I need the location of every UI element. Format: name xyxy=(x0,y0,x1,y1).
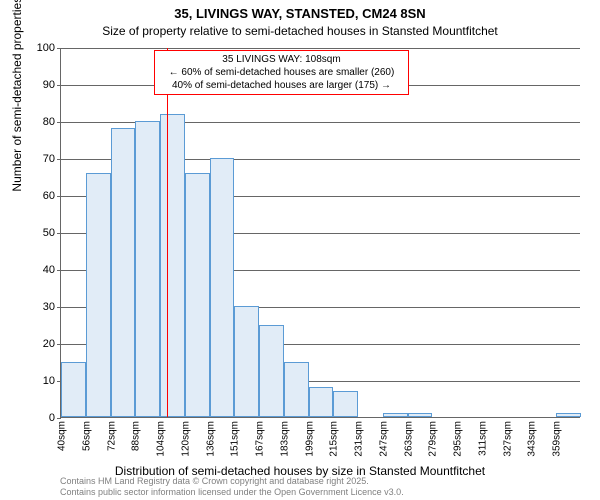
x-tick-label: 247sqm xyxy=(378,417,389,457)
x-tick-label: 343sqm xyxy=(527,417,538,457)
histogram-bar xyxy=(309,387,334,417)
histogram-bar xyxy=(86,173,111,417)
y-tick-label: 50 xyxy=(43,227,61,239)
y-tick-label: 90 xyxy=(43,79,61,91)
property-marker-line xyxy=(167,48,168,417)
gridline xyxy=(61,48,580,49)
chart-container: 35, LIVINGS WAY, STANSTED, CM24 8SN Size… xyxy=(0,0,600,500)
x-tick-label: 279sqm xyxy=(428,417,439,457)
y-tick-label: 30 xyxy=(43,301,61,313)
x-tick-label: 215sqm xyxy=(329,417,340,457)
y-tick-label: 60 xyxy=(43,190,61,202)
x-tick-label: 72sqm xyxy=(106,417,117,451)
x-tick-label: 136sqm xyxy=(205,417,216,457)
histogram-bar xyxy=(135,121,160,417)
x-tick-label: 199sqm xyxy=(304,417,315,457)
x-tick-label: 40sqm xyxy=(57,417,68,451)
histogram-bar xyxy=(333,391,358,417)
footer-line2: Contains public sector information licen… xyxy=(60,487,404,498)
x-tick-label: 120sqm xyxy=(180,417,191,457)
x-tick-label: 167sqm xyxy=(255,417,266,457)
histogram-bar xyxy=(259,325,284,418)
annotation-line3: 40% of semi-detached houses are larger (… xyxy=(159,79,404,92)
histogram-bar xyxy=(234,306,259,417)
y-tick-label: 20 xyxy=(43,338,61,350)
histogram-bar xyxy=(160,114,185,417)
y-tick-label: 100 xyxy=(37,42,61,54)
y-tick-label: 10 xyxy=(43,375,61,387)
chart-title-line1: 35, LIVINGS WAY, STANSTED, CM24 8SN xyxy=(0,6,600,21)
x-tick-label: 183sqm xyxy=(279,417,290,457)
histogram-bar xyxy=(284,362,309,418)
x-tick-label: 151sqm xyxy=(230,417,241,457)
y-tick-label: 80 xyxy=(43,116,61,128)
x-tick-label: 327sqm xyxy=(502,417,513,457)
y-axis-label: Number of semi-detached properties xyxy=(10,0,24,192)
x-tick-label: 263sqm xyxy=(403,417,414,457)
chart-title-line2: Size of property relative to semi-detach… xyxy=(0,24,600,38)
x-tick-label: 56sqm xyxy=(81,417,92,451)
y-tick-label: 70 xyxy=(43,153,61,165)
footer-attribution: Contains HM Land Registry data © Crown c… xyxy=(60,476,404,498)
x-tick-label: 311sqm xyxy=(477,417,488,456)
x-tick-label: 359sqm xyxy=(552,417,563,457)
x-tick-label: 104sqm xyxy=(156,417,167,457)
plot-area: 010203040506070809010040sqm56sqm72sqm88s… xyxy=(60,48,580,418)
footer-line1: Contains HM Land Registry data © Crown c… xyxy=(60,476,404,487)
annotation-line1: 35 LIVINGS WAY: 108sqm xyxy=(159,53,404,66)
x-tick-label: 88sqm xyxy=(131,417,142,451)
y-tick-label: 40 xyxy=(43,264,61,276)
histogram-bar xyxy=(111,128,136,417)
x-tick-label: 231sqm xyxy=(354,417,365,457)
x-tick-label: 295sqm xyxy=(453,417,464,457)
annotation-line2: ← 60% of semi-detached houses are smalle… xyxy=(159,66,404,79)
annotation-box: 35 LIVINGS WAY: 108sqm← 60% of semi-deta… xyxy=(154,50,409,95)
histogram-bar xyxy=(61,362,86,418)
histogram-bar xyxy=(185,173,210,417)
histogram-bar xyxy=(210,158,235,417)
